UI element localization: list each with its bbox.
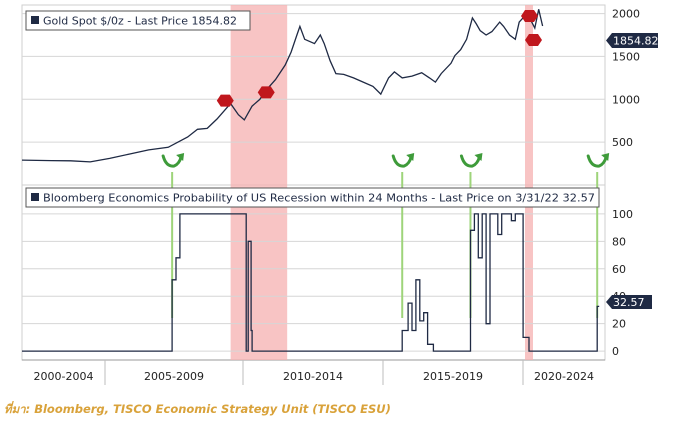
x-section-label-0: 2000-2004 — [34, 370, 94, 383]
gridlines-layer — [22, 13, 605, 352]
recession-y-tick-1: 20 — [612, 318, 626, 331]
x-section-label-1: 2005-2009 — [144, 370, 204, 383]
shaded-period-0 — [230, 5, 288, 360]
gold-legend-swatch — [31, 16, 39, 24]
y-tick-labels-layer: 500100015002000020406080100 — [612, 8, 640, 359]
gold-y-tick-3: 2000 — [612, 8, 640, 21]
shaded-periods-layer — [230, 5, 533, 360]
recession-panel-frame — [21, 184, 606, 361]
curved-up-arrowhead-0 — [176, 153, 185, 161]
recession-y-tick-5: 100 — [612, 208, 633, 221]
recession-y-tick-0: 0 — [612, 345, 619, 358]
shaded-period-1 — [525, 5, 533, 360]
recession-legend-box — [25, 187, 600, 208]
x-section-label-4: 2020-2024 — [534, 370, 594, 383]
recession-last-price-tag — [606, 295, 652, 309]
curved-up-arrow-icon-0 — [161, 154, 183, 168]
curved-up-arrowhead-3 — [601, 153, 610, 161]
recession-series-line — [22, 213, 600, 352]
curved-up-arrow-icon-3 — [586, 154, 608, 168]
curved-up-arrow-icon-1 — [391, 154, 413, 168]
event-marker-0 — [216, 94, 234, 107]
recession-last-price-label: 32.57 — [613, 296, 645, 309]
source-note: ที่มา: Bloomberg, TISCO Economic Strateg… — [4, 402, 391, 416]
x-section-labels-layer: 2000-2004 2005-2009 2010-2014 2015-2019 2020… — [34, 360, 594, 385]
curved-up-arrowhead-1 — [406, 153, 415, 161]
event-marker-2 — [521, 10, 538, 22]
curved-up-arrow-icon-2 — [459, 154, 481, 168]
event-arrows-layer — [161, 153, 610, 318]
gold-y-tick-1: 1000 — [612, 93, 640, 106]
gold-series-line — [21, 9, 544, 163]
gold-chart-title: Gold Spot $/0z - Last Price 1854.82 — [43, 15, 237, 28]
recession-y-tick-4: 80 — [612, 235, 626, 248]
curved-up-arrowhead-2 — [474, 153, 483, 161]
gold-legend-box — [25, 10, 251, 31]
gold-y-tick-2: 1500 — [612, 50, 640, 63]
event-markers-layer — [216, 10, 542, 107]
event-marker-1 — [257, 86, 275, 99]
recession-legend-swatch — [31, 193, 39, 201]
x-section-label-3: 2015-2019 — [423, 370, 483, 383]
gold-last-price-tag — [606, 33, 658, 48]
gold-y-tick-0: 500 — [612, 136, 633, 149]
recession-y-tick-3: 60 — [612, 263, 626, 276]
gold-last-price-label: 1854.82 — [613, 35, 659, 48]
recession-chart-title: Bloomberg Economics Probability of US Re… — [43, 192, 595, 205]
event-marker-3 — [525, 34, 542, 46]
x-section-label-2: 2010-2014 — [283, 370, 343, 383]
